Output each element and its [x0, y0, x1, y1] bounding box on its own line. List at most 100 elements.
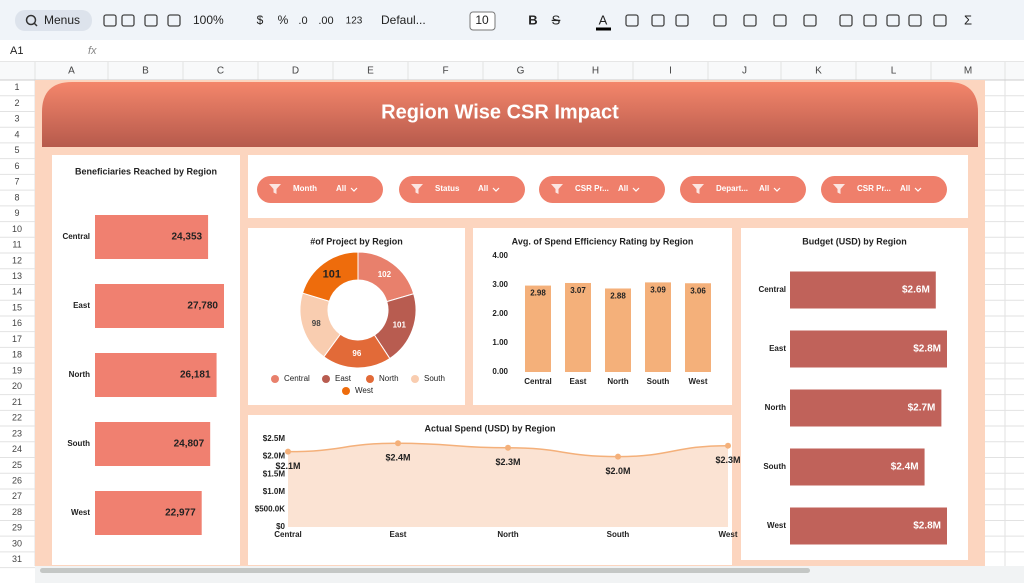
column-header[interactable]: M	[964, 66, 972, 77]
filter-pill[interactable]	[539, 176, 665, 203]
cell-reference[interactable]: A1	[10, 45, 23, 57]
slice-label: 101	[393, 320, 407, 329]
font-size[interactable]: 10	[475, 13, 489, 27]
bar	[685, 283, 711, 372]
row-header[interactable]: 2	[14, 98, 19, 108]
row-header[interactable]: 24	[12, 444, 22, 454]
row-header[interactable]: 28	[12, 507, 22, 517]
row-header[interactable]: 27	[12, 491, 22, 501]
views-icon[interactable]	[933, 14, 947, 27]
row-header[interactable]: 14	[12, 287, 22, 297]
row-header[interactable]: 8	[14, 192, 19, 202]
chart-icon[interactable]	[886, 14, 900, 27]
value-label: $2.8M	[913, 344, 941, 355]
valign-icon[interactable]	[743, 14, 757, 27]
row-header[interactable]: 9	[14, 208, 19, 218]
increase-decimal[interactable]: .00	[318, 15, 333, 27]
column-header[interactable]: A	[68, 66, 75, 77]
search-icon	[33, 22, 38, 27]
row-header[interactable]: 19	[12, 365, 22, 375]
row-header[interactable]: 31	[12, 554, 22, 564]
filter-icon[interactable]	[908, 14, 922, 27]
filter-icon	[551, 184, 563, 194]
row-header[interactable]: 4	[14, 129, 19, 139]
column-header[interactable]: E	[367, 66, 374, 77]
bar	[790, 389, 942, 427]
print-icon[interactable]	[144, 14, 158, 27]
row-header[interactable]: 18	[12, 350, 22, 360]
column-header[interactable]: I	[669, 66, 672, 77]
filter-pill[interactable]	[399, 176, 525, 203]
bar	[525, 285, 551, 372]
row-header[interactable]: 12	[12, 255, 22, 265]
filter-pill[interactable]	[680, 176, 806, 203]
y-tick-label: $0	[276, 522, 285, 531]
strike-button[interactable]: S	[552, 12, 561, 27]
row-header[interactable]: 11	[12, 240, 21, 250]
row-header[interactable]: 17	[12, 334, 22, 344]
align-icon[interactable]	[713, 14, 727, 27]
redo-icon[interactable]	[121, 14, 135, 27]
percent-button[interactable]: %	[278, 13, 289, 27]
category-label: South	[763, 462, 786, 471]
font-size-box[interactable]	[469, 11, 496, 31]
text-color-button[interactable]: A	[599, 12, 608, 27]
menus-search[interactable]	[15, 10, 92, 31]
column-header[interactable]: D	[292, 66, 299, 77]
y-tick-label: $2.0M	[263, 452, 286, 461]
column-header[interactable]: B	[142, 66, 149, 77]
filter-pill[interactable]	[257, 176, 383, 203]
row-header[interactable]: 1	[14, 82, 19, 92]
y-tick-label: 2.00	[492, 309, 508, 318]
comment-icon[interactable]	[863, 14, 877, 27]
borders-icon[interactable]	[651, 14, 665, 27]
bold-button[interactable]: B	[528, 12, 537, 27]
row-header[interactable]: 22	[12, 413, 22, 423]
zoom-select[interactable]: 100%	[193, 13, 224, 27]
row-header[interactable]: 13	[12, 271, 22, 281]
row-header[interactable]: 23	[12, 428, 22, 438]
y-tick-label: $1.5M	[263, 469, 286, 478]
merge-icon[interactable]	[675, 14, 689, 27]
row-header[interactable]: 3	[14, 114, 19, 124]
column-header[interactable]: J	[742, 66, 747, 77]
decrease-decimal[interactable]: .0	[298, 15, 307, 27]
rotate-icon[interactable]	[803, 14, 817, 27]
value-label: 2.98	[530, 289, 546, 298]
undo-icon[interactable]	[103, 14, 117, 27]
row-header[interactable]: 30	[12, 538, 22, 548]
functions-button[interactable]: Σ	[964, 12, 972, 27]
filter-pill[interactable]	[821, 176, 947, 203]
row-header[interactable]: 7	[14, 177, 19, 187]
row-header[interactable]: 29	[12, 523, 22, 533]
row-header[interactable]: 16	[12, 318, 22, 328]
x-tick-label: East	[570, 377, 587, 386]
row-header[interactable]: 5	[14, 145, 19, 155]
row-header[interactable]: 25	[12, 460, 22, 470]
paint-format-icon[interactable]	[167, 14, 181, 27]
bar	[790, 448, 925, 486]
row-header[interactable]: 21	[12, 397, 22, 407]
number-format[interactable]: 123	[346, 16, 363, 27]
row-header[interactable]: 20	[12, 381, 22, 391]
row-header[interactable]: 10	[12, 224, 22, 234]
legend-label: East	[335, 374, 352, 383]
fill-color-icon[interactable]	[625, 14, 639, 27]
column-header[interactable]: G	[517, 66, 525, 77]
font-select[interactable]: Defaul...	[381, 13, 426, 27]
column-header[interactable]: L	[891, 66, 897, 77]
column-header[interactable]: K	[815, 66, 822, 77]
column-header[interactable]: H	[592, 66, 599, 77]
row-header[interactable]: 15	[12, 302, 22, 312]
chart-title: Avg. of Spend Efficiency Rating by Regio…	[512, 236, 694, 246]
column-header[interactable]: C	[217, 66, 224, 77]
link-icon[interactable]	[839, 14, 853, 27]
row-header[interactable]: 6	[14, 161, 19, 171]
wrap-icon[interactable]	[773, 14, 787, 27]
scrollbar-thumb[interactable]	[40, 568, 810, 573]
toolbar	[0, 0, 1024, 40]
menus-button[interactable]: Menus	[44, 13, 80, 27]
currency-button[interactable]: $	[257, 13, 264, 27]
column-header[interactable]: F	[442, 66, 448, 77]
row-header[interactable]: 26	[12, 475, 22, 485]
